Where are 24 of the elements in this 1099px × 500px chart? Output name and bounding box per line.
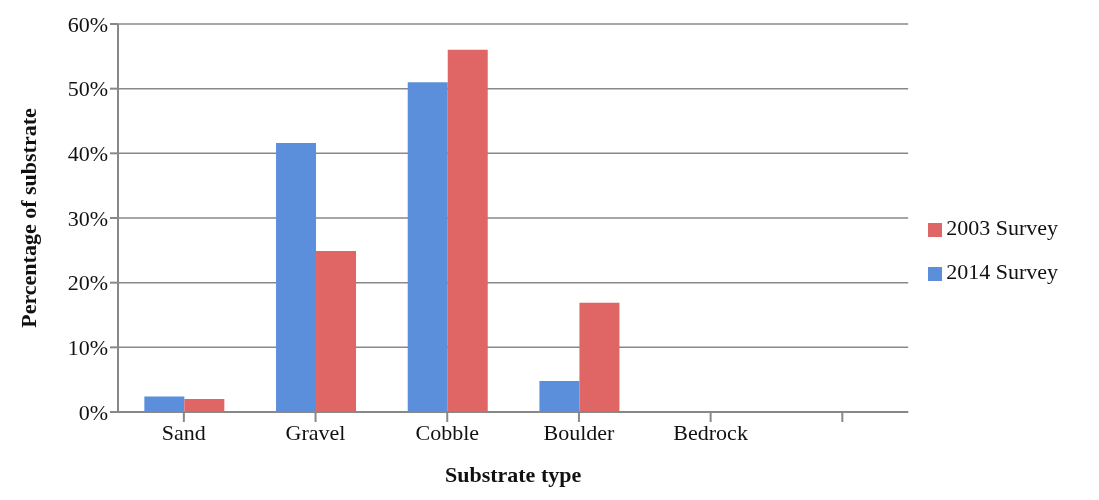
bar — [579, 302, 620, 412]
x-tick-label: Cobble — [415, 419, 480, 445]
legend-label: 2003 Survey — [946, 215, 1058, 240]
bar — [184, 399, 225, 412]
y-tick-label: 50% — [67, 76, 108, 102]
y-tick-label: 60% — [67, 11, 108, 37]
x-tick-label: Boulder — [543, 419, 616, 445]
x-tick-label: Gravel — [285, 419, 346, 445]
x-tick-label: Bedrock — [673, 419, 748, 445]
x-axis-title: Substrate type — [444, 462, 582, 487]
y-tick-label: 10% — [67, 335, 108, 361]
legend-label: 2014 Survey — [946, 259, 1058, 284]
y-tick-label: 40% — [67, 141, 108, 167]
y-tick-label: 0% — [78, 399, 108, 425]
y-tick-label: 20% — [67, 270, 108, 296]
y-tick-label: 30% — [67, 205, 108, 231]
bar — [539, 380, 580, 412]
bar — [407, 82, 448, 412]
bar — [144, 396, 185, 412]
bar — [447, 49, 488, 412]
bar — [316, 250, 357, 412]
y-axis-title: Percentage of substrate — [15, 108, 41, 328]
bar — [276, 142, 317, 412]
x-tick-label: Sand — [161, 419, 206, 445]
